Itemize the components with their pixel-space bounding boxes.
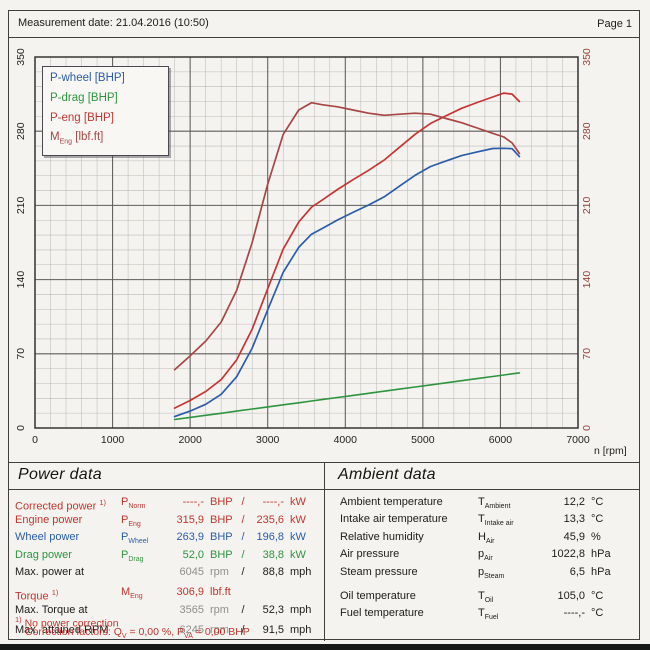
table-row-torque: Torque 1) MEng 306,9 lbf.ft <box>15 586 231 603</box>
power-data-table: Corrected power 1) PNorm ----,- BHP / --… <box>15 496 317 638</box>
svg-text:140: 140 <box>15 271 27 289</box>
legend-entry-engine-power: P-eng [BHP] <box>50 111 114 124</box>
table-row-air-pressure: Air pressure pAir 1022,8 hPa <box>340 548 611 563</box>
table-row-oil-temperature: Oil temperature TOil 105,0 °C <box>340 589 604 605</box>
svg-text:1000: 1000 <box>101 434 125 446</box>
table-row-wheel-power: Wheel power PWheel 263,9 BHP / 196,8 kW <box>15 531 306 546</box>
svg-text:2000: 2000 <box>178 434 202 446</box>
table-row-steam-pressure: Steam pressure pSteam 6,5 hPa <box>340 565 611 580</box>
legend-entry-engine-torque: MEng [lbf.ft] <box>50 131 104 146</box>
svg-text:70: 70 <box>15 348 27 360</box>
table-row-fuel-temperature: Fuel temperature TFuel ----,- °C <box>340 607 604 622</box>
table-row-engine-power: Engine power PEng 315,9 BHP / 235,6 kW <box>15 513 306 529</box>
chart-legend: P-wheel [BHP] P-drag [BHP] P-eng [BHP] M… <box>42 66 169 157</box>
header-bar: Measurement date: 21.04.2016 (10:50) Pag… <box>8 10 640 38</box>
table-row-corrected-power: Corrected power 1) PNorm ----,- BHP / --… <box>15 496 306 513</box>
power-data-title: Power data <box>18 466 102 483</box>
table-row-drag-power: Drag power PDrag 52,0 BHP / 38,8 kW <box>15 548 306 563</box>
svg-text:5000: 5000 <box>411 434 435 446</box>
measurement-date-text: Measurement date: 21.04.2016 (10:50) <box>18 17 209 29</box>
svg-text:350: 350 <box>581 48 593 66</box>
svg-text:6000: 6000 <box>489 434 513 446</box>
table-row-relative-humidity: Relative humidity HAir 45,9 % <box>340 530 601 545</box>
ambient-data-title: Ambient data <box>338 466 436 483</box>
legend-entry-wheel-power: P-wheel [BHP] <box>50 72 125 84</box>
svg-text:140: 140 <box>581 271 593 289</box>
svg-text:70: 70 <box>581 348 593 360</box>
page-number-text: Page 1 <box>597 18 632 30</box>
table-row-max-attained-rpm: Max. attained RPM 6245 rpm / 91,5 mph <box>15 624 312 637</box>
svg-text:280: 280 <box>581 122 593 140</box>
svg-text:7000: 7000 <box>566 434 590 446</box>
footnote-correction-factors: Correction factors: QV = 0,00 %, PVA = 0… <box>25 626 250 641</box>
svg-text:3000: 3000 <box>256 434 280 446</box>
table-row-max-power-at: Max. power at 6045 rpm / 88,8 mph <box>15 566 312 579</box>
svg-text:210: 210 <box>15 196 27 214</box>
svg-text:210: 210 <box>581 196 593 214</box>
column-divider <box>324 462 325 641</box>
svg-text:280: 280 <box>15 122 27 140</box>
svg-text:0: 0 <box>15 425 27 431</box>
svg-text:0: 0 <box>32 434 38 446</box>
svg-text:4000: 4000 <box>334 434 358 446</box>
svg-text:n [rpm]: n [rpm] <box>594 445 627 456</box>
footnote-no-power-correction: 1) No power correction <box>15 615 119 630</box>
table-row-ambient-temperature: Ambient temperature TAmbient 12,2 °C <box>340 496 604 511</box>
svg-text:0: 0 <box>581 425 593 431</box>
table-row-intake-air-temperature: Intake air temperature TIntake air 13,3 … <box>340 513 604 528</box>
table-row-max-torque-at: Max. Torque at 3565 rpm / 52,3 mph <box>15 604 312 617</box>
ambient-data-table: Ambient temperature TAmbient 12,2 °C Int… <box>340 496 622 625</box>
svg-text:350: 350 <box>15 48 27 66</box>
legend-entry-drag-power: P-drag [BHP] <box>50 91 118 104</box>
scan-bottom-edge <box>0 644 650 650</box>
